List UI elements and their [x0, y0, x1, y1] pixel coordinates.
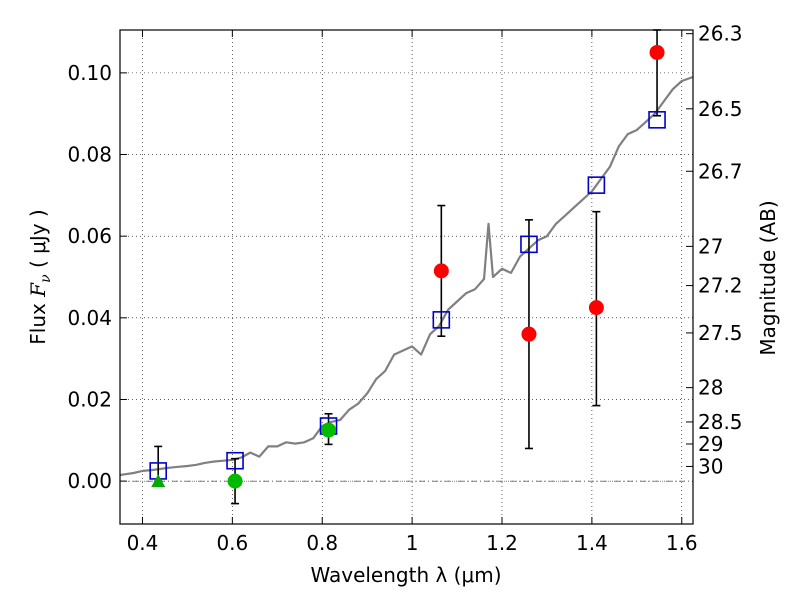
mag-tick-label: 26.3: [698, 22, 743, 46]
grid-layer: [120, 30, 693, 524]
data-layer: [119, 29, 694, 505]
x-tick-label: 1.4: [576, 531, 608, 555]
plot-frame: [119, 29, 694, 525]
data-point-circle: [649, 44, 665, 60]
y-tick-label: 0.02: [67, 387, 112, 411]
y-axis-label-subscript: ν: [38, 274, 54, 283]
x-tick-label: 0.4: [127, 531, 159, 555]
mag-tick-label: 26.5: [698, 97, 743, 121]
mag-tick-label: 27.2: [698, 274, 743, 298]
y-tick-label: 0.10: [67, 61, 112, 85]
data-point-circle: [227, 473, 243, 489]
mag-tick-label: 29: [698, 432, 723, 456]
model-photometry-square: [432, 311, 451, 329]
y-tick-label: 0.00: [67, 469, 112, 493]
x-tick-label: 0.6: [216, 531, 248, 555]
mag-tick-label: 27.5: [698, 321, 743, 345]
data-point-circle: [321, 422, 337, 438]
x-axis-label: Wavelength λ (μm): [310, 563, 501, 587]
mag-tick-label: 27: [698, 234, 723, 258]
x-tick-label: 0.8: [306, 531, 338, 555]
y-axis-label-symbol: F: [26, 282, 50, 298]
x-tick-label: 1.2: [486, 531, 518, 555]
y-axis-label-suffix: ( μJy ): [26, 209, 50, 274]
model-photometry-square: [226, 451, 244, 470]
mag-tick-label: 28.5: [698, 410, 743, 434]
right-axis-label: Magnitude (AB): [756, 200, 780, 355]
mag-tick-label: 26.7: [698, 159, 743, 183]
model-photometry-square: [648, 111, 666, 129]
x-tick-label: 1: [406, 531, 419, 555]
y-axis-label: Flux Fν ( μJy ): [26, 209, 54, 344]
data-point-circle: [588, 300, 604, 316]
y-tick-label: 0.06: [67, 224, 112, 248]
data-point-circle: [521, 326, 537, 342]
y-axis-label-prefix: Flux: [26, 297, 50, 345]
model-spectrum-line: [119, 75, 694, 477]
tick-layer: 0.4 0.6 0.8 1 1.2 1.4 1.6 0.00 0.02 0.04 0.06 0.08 0…: [67, 22, 742, 555]
data-point-circle: [433, 263, 449, 279]
mag-tick-label: 30: [698, 454, 723, 478]
y-tick-label: 0.08: [67, 143, 112, 167]
y-tick-label: 0.04: [67, 306, 112, 330]
mag-tick-label: 28: [698, 376, 723, 400]
x-tick-label: 1.6: [666, 531, 698, 555]
model-photometry-square: [587, 176, 606, 194]
upper-limit-triangle: [151, 474, 166, 488]
model-photometry-square: [520, 235, 538, 254]
